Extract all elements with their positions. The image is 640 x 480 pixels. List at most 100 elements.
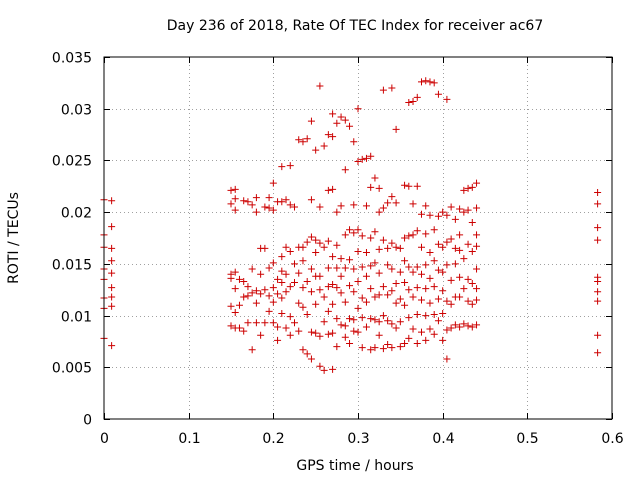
data-point xyxy=(278,310,286,318)
data-point xyxy=(409,231,417,239)
data-point xyxy=(108,302,116,310)
data-point xyxy=(235,301,243,309)
data-point xyxy=(265,307,273,315)
data-point xyxy=(388,344,396,352)
data-point xyxy=(594,200,602,208)
y-tick-label: 0.02 xyxy=(61,206,92,222)
data-point xyxy=(108,197,116,205)
data-point xyxy=(392,299,400,307)
data-point xyxy=(426,325,434,333)
data-point xyxy=(341,298,349,306)
data-point xyxy=(379,345,387,353)
data-point xyxy=(468,280,476,288)
data-point xyxy=(418,78,425,86)
data-point xyxy=(329,253,337,261)
data-point xyxy=(371,259,379,267)
data-point xyxy=(265,194,273,202)
data-point xyxy=(354,304,362,312)
data-point xyxy=(261,286,269,294)
data-point xyxy=(346,256,354,264)
data-point xyxy=(282,196,290,204)
data-point xyxy=(460,186,468,194)
data-point xyxy=(303,311,311,319)
data-point xyxy=(422,230,430,238)
data-point xyxy=(337,321,345,329)
data-point xyxy=(282,288,290,296)
data-point xyxy=(430,311,438,319)
data-point xyxy=(379,236,387,244)
data-point xyxy=(248,289,256,297)
data-point xyxy=(426,78,434,86)
data-point xyxy=(430,257,438,265)
data-point xyxy=(341,264,349,272)
data-point xyxy=(388,265,396,273)
data-point xyxy=(324,307,332,315)
data-point xyxy=(430,79,438,87)
data-point xyxy=(341,333,349,341)
data-point xyxy=(401,301,409,309)
data-point xyxy=(278,253,286,261)
data-point xyxy=(396,268,404,276)
data-point xyxy=(333,208,341,216)
data-point xyxy=(278,163,286,171)
data-point xyxy=(384,341,392,349)
data-point xyxy=(231,195,239,203)
data-point xyxy=(295,299,303,307)
data-point xyxy=(384,199,392,207)
data-point xyxy=(307,328,315,336)
data-point xyxy=(303,277,311,285)
data-point xyxy=(451,215,459,223)
data-point xyxy=(384,244,392,252)
data-point xyxy=(303,135,311,143)
data-point xyxy=(240,327,248,335)
data-point xyxy=(379,86,387,94)
data-point xyxy=(261,203,269,211)
y-tick-label: 0.035 xyxy=(52,51,92,67)
data-point xyxy=(413,227,421,235)
data-point xyxy=(354,226,362,234)
x-tick-label: 0.3 xyxy=(347,431,369,447)
data-point xyxy=(286,331,294,339)
data-point xyxy=(307,117,315,125)
data-point xyxy=(473,321,481,329)
data-point xyxy=(324,131,332,139)
data-point xyxy=(418,296,425,304)
data-point xyxy=(371,228,379,236)
data-point xyxy=(231,185,239,193)
data-point xyxy=(375,331,383,339)
data-point xyxy=(422,312,430,320)
data-point xyxy=(413,263,421,271)
data-point xyxy=(329,185,337,193)
data-point xyxy=(350,138,358,146)
data-point xyxy=(291,203,298,211)
data-point xyxy=(337,113,345,121)
data-point xyxy=(473,265,481,273)
data-point xyxy=(594,236,602,244)
data-point xyxy=(346,226,354,234)
data-point xyxy=(108,223,116,231)
data-point xyxy=(439,287,447,295)
data-point xyxy=(384,291,392,299)
data-point xyxy=(274,290,282,298)
data-point xyxy=(456,205,464,213)
data-point xyxy=(333,241,341,249)
data-point xyxy=(235,275,243,283)
data-point xyxy=(422,77,430,85)
data-point xyxy=(468,300,476,308)
data-point xyxy=(594,297,602,305)
data-point xyxy=(464,275,472,283)
data-point xyxy=(274,323,282,331)
data-point xyxy=(312,300,320,308)
data-point xyxy=(346,122,354,130)
data-point xyxy=(341,231,349,239)
data-point xyxy=(362,298,370,306)
data-point xyxy=(409,200,417,208)
data-point xyxy=(375,318,383,326)
data-point xyxy=(235,324,243,332)
chart-title: Day 236 of 2018, Rate Of TEC Index for r… xyxy=(167,18,543,34)
data-point xyxy=(257,270,265,278)
data-point xyxy=(594,331,602,339)
data-point xyxy=(329,281,337,289)
data-point xyxy=(303,350,311,358)
data-point xyxy=(464,322,472,330)
